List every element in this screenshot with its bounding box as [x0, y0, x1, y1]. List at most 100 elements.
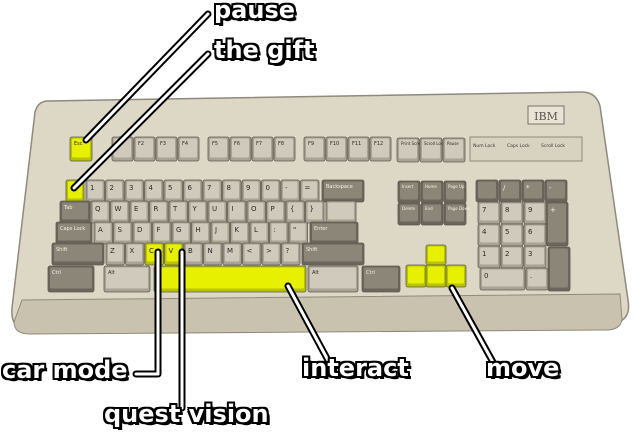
key-a-8-label: L	[254, 226, 258, 234]
key-numpad-0: 0	[479, 267, 526, 291]
led-indicator-panel	[469, 136, 583, 162]
key-1-num-label: 1	[90, 184, 94, 192]
key-q-4-label: T	[172, 205, 178, 213]
key-insert-label: Insert	[402, 184, 414, 189]
key-f6-label: F6	[234, 141, 240, 147]
key-numpad-2-label: 2	[505, 250, 509, 258]
key-8-num: 8	[222, 179, 242, 203]
key-num-add-label: +	[550, 206, 556, 214]
key-page-up-label: Page Up	[448, 184, 465, 189]
key-z-?: ?	[281, 242, 301, 266]
leader-car-mode-core	[134, 250, 160, 376]
key-f5: F5	[207, 136, 230, 162]
key-numpad-5-label: 5	[505, 228, 509, 236]
key-num-sub: -	[544, 179, 568, 203]
key-a-1: S	[113, 221, 133, 245]
key-arrow-up	[425, 244, 447, 266]
key-home: Home	[420, 180, 444, 204]
key-shift-right-label: Shift	[306, 247, 317, 253]
key-q-7: I	[227, 200, 247, 224]
key-z-?-label: ?	[286, 247, 290, 255]
key-numpad-1: 1	[477, 245, 501, 269]
key-a-3: F	[152, 221, 172, 245]
key-a-7: K	[230, 221, 250, 245]
key-num-enter	[547, 246, 571, 292]
key-a-1-label: S	[118, 226, 123, 234]
key-numpad-dot-label: .	[530, 272, 532, 280]
key-f7: F7	[251, 136, 274, 162]
key-a-3-label: F	[157, 226, 161, 234]
leader-the-gift-core	[72, 52, 210, 190]
key-q-1: W	[110, 200, 130, 224]
key-3-num-label: 3	[129, 184, 133, 192]
key-5-num-label: 5	[168, 184, 172, 192]
key-f9: F9	[303, 136, 326, 162]
key-end-label: End	[425, 206, 433, 211]
key-q-11-label: }	[310, 205, 314, 213]
key-scroll-lock: Scroll Lock	[419, 137, 446, 163]
key-a-5: H	[191, 221, 211, 245]
key-alt-right: Alt	[307, 265, 359, 293]
key-q-3: R	[149, 200, 169, 224]
key-f7-label: F7	[256, 141, 262, 147]
key-num-mul: *	[521, 179, 545, 203]
key-arrow-right	[445, 264, 467, 288]
key-numpad-7-label: 7	[482, 206, 486, 214]
key-q-5: Y	[188, 200, 208, 224]
label-pause: pause	[214, 0, 296, 24]
key-num-mul-label: *	[526, 184, 530, 192]
key-z->: >	[261, 242, 281, 266]
led-num-lock: Num Lock	[473, 143, 496, 149]
key-scroll-lock-label: Scroll Lock	[424, 141, 446, 146]
key-tab-label: Tab	[63, 205, 72, 211]
key-f12-label: F12	[374, 141, 383, 147]
key-f8: F8	[273, 136, 296, 162]
key-q-5-label: Y	[192, 205, 198, 213]
key-q-6: U	[207, 200, 227, 224]
key-8-num-label: 8	[227, 184, 231, 192]
key-3-num: 3	[124, 179, 144, 203]
label-move: move	[486, 354, 560, 382]
key-q-10: {	[285, 200, 305, 224]
ibm-logo: IBM	[534, 110, 558, 123]
key-12-num-label: =	[305, 184, 311, 192]
key-numpad-dot: .	[525, 267, 549, 291]
key-ctrl-right-label: Ctrl	[366, 270, 375, 276]
key-10-num-label: 0	[266, 184, 270, 192]
key-5-num: 5	[163, 179, 183, 203]
key-q-8: O	[246, 200, 266, 224]
key-a-9-label: :	[274, 226, 276, 234]
key-print-screen: Print Screen	[396, 137, 426, 163]
key-numpad-6-label: 6	[528, 228, 533, 236]
key-z-V-label: V	[169, 247, 174, 255]
key-7-num: 7	[202, 179, 222, 203]
key-z-X-label: X	[130, 247, 135, 255]
key-f10-label: F10	[330, 141, 339, 147]
key-f8-label: F8	[278, 141, 284, 147]
led-caps-lock: Caps Lock	[507, 143, 530, 149]
key-q-0: Q	[90, 200, 110, 224]
key-enter-label: Enter	[314, 226, 328, 232]
key-enter: Enter	[309, 221, 359, 245]
key-2-num: 2	[105, 179, 125, 203]
key-alt-left: Alt	[103, 265, 151, 293]
key-z-<: <	[242, 242, 262, 266]
key-q-10-label: {	[290, 205, 294, 213]
key-space	[153, 265, 307, 293]
key-numpad-1-label: 1	[482, 250, 486, 258]
key-numpad-2: 2	[500, 245, 524, 269]
key-z-<-label: <	[247, 247, 253, 255]
key-numpad-7: 7	[477, 201, 501, 225]
key-a-10-label: "	[293, 226, 296, 234]
key-num-sub-label: -	[549, 184, 552, 192]
leader-interact-core	[286, 284, 332, 366]
key-q-2-label: E	[134, 205, 138, 213]
key-f6: F6	[229, 136, 252, 162]
key-q-8-label: O	[251, 205, 257, 213]
key-alt-right-label: Alt	[312, 270, 319, 276]
key-q-7-label: I	[232, 205, 234, 213]
key-z-M-label: M	[227, 247, 233, 255]
key-pause: Pause	[442, 137, 466, 163]
key-z-N: N	[203, 242, 223, 266]
